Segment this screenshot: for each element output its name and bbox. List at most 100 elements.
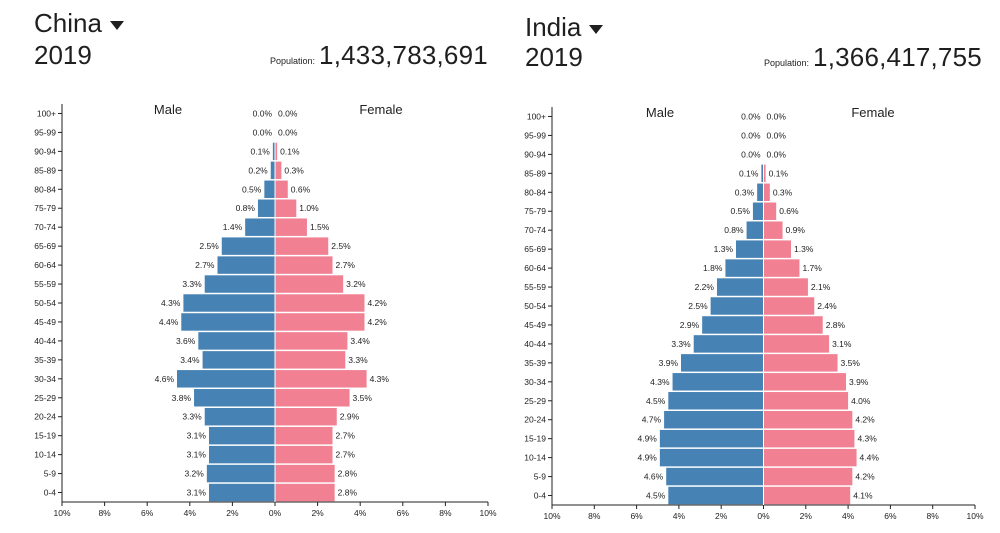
population-value: 1,366,417,755 <box>813 42 982 72</box>
x-tick-label: 8% <box>98 508 111 518</box>
country-name: India <box>525 12 582 42</box>
female-bar <box>275 294 365 312</box>
pyramid-panel-india: India 2019 Population: 1,366,417,755 Mal… <box>500 0 1000 533</box>
male-value-label: 3.6% <box>176 336 196 346</box>
age-group-label: 100+ <box>527 111 546 121</box>
female-value-label: 0.1% <box>280 146 300 156</box>
x-tick-label: 10% <box>53 508 70 518</box>
x-tick-label: 8% <box>439 508 452 518</box>
female-bar <box>763 278 808 296</box>
male-bar <box>664 410 764 429</box>
age-group-label: 50-54 <box>524 301 546 311</box>
female-value-label: 2.7% <box>336 260 356 270</box>
female-value-label: 4.4% <box>860 453 880 463</box>
male-bar <box>757 183 764 202</box>
x-tick-label: 6% <box>630 511 643 521</box>
female-value-label: 1.5% <box>310 222 330 232</box>
male-value-label: 3.1% <box>187 488 207 498</box>
male-value-label: 3.1% <box>187 431 207 441</box>
population-label: Population: <box>764 58 810 68</box>
male-bar <box>183 294 275 312</box>
male-value-label: 0.0% <box>253 108 273 118</box>
male-bar <box>208 445 275 464</box>
female-bar <box>763 259 800 277</box>
age-group-label: 25-29 <box>524 396 546 406</box>
male-value-label: 0.5% <box>242 184 262 194</box>
male-bar <box>270 161 275 180</box>
year-label: 2019 <box>525 42 583 72</box>
male-bar <box>257 199 275 217</box>
female-bar <box>275 275 344 293</box>
female-bar <box>763 429 855 448</box>
female-bar <box>763 240 791 258</box>
female-value-label: 3.3% <box>348 355 368 365</box>
male-value-label: 4.4% <box>159 317 179 327</box>
age-group-label: 5-9 <box>534 472 547 482</box>
x-tick-label: 10% <box>479 508 496 518</box>
male-value-label: 4.5% <box>646 396 666 406</box>
female-bar <box>763 202 777 220</box>
country-selector-china[interactable]: China <box>34 8 124 39</box>
male-value-label: 0.2% <box>248 165 268 175</box>
age-group-label: 80-84 <box>524 187 546 197</box>
male-value-label: 3.4% <box>180 355 200 365</box>
male-value-label: 1.8% <box>703 263 723 273</box>
male-value-label: 0.5% <box>731 206 751 216</box>
female-value-label: 0.3% <box>773 187 793 197</box>
male-header: Male <box>154 102 182 117</box>
male-bar <box>761 164 764 183</box>
female-value-label: 4.2% <box>855 415 875 425</box>
female-value-label: 4.3% <box>857 434 877 444</box>
female-value-label: 2.4% <box>817 301 837 311</box>
female-bar <box>763 297 815 315</box>
female-value-label: 0.6% <box>779 206 799 216</box>
year-label: 2019 <box>34 40 92 70</box>
age-group-label: 70-74 <box>34 222 56 232</box>
female-value-label: 1.7% <box>802 263 822 273</box>
male-bar <box>659 429 764 448</box>
age-group-label: 10-14 <box>34 450 56 460</box>
x-tick-label: 2% <box>311 508 324 518</box>
male-value-label: 1.4% <box>223 222 243 232</box>
female-value-label: 3.5% <box>353 393 373 403</box>
male-bar <box>725 259 764 277</box>
population-value: 1,433,783,691 <box>319 40 488 70</box>
caret-down-icon[interactable] <box>589 25 604 34</box>
male-value-label: 2.7% <box>195 260 215 270</box>
male-value-label: 0.1% <box>739 168 759 178</box>
age-group-label: 85-89 <box>524 168 546 178</box>
country-selector-india[interactable]: India <box>525 12 604 43</box>
female-bar <box>275 256 333 274</box>
caret-down-icon[interactable] <box>109 21 124 30</box>
female-value-label: 2.1% <box>811 282 831 292</box>
age-group-label: 60-64 <box>524 263 546 273</box>
female-bar <box>763 316 823 334</box>
age-group-label: 30-34 <box>34 374 56 384</box>
male-value-label: 3.9% <box>659 358 679 368</box>
female-value-label: 0.6% <box>291 184 311 194</box>
age-group-label: 75-79 <box>524 206 546 216</box>
male-value-label: 4.6% <box>644 472 664 482</box>
male-bar <box>681 354 764 372</box>
country-name: China <box>34 8 102 38</box>
x-tick-label: 10% <box>966 511 983 521</box>
male-value-label: 0.0% <box>741 111 761 121</box>
x-tick-label: 0% <box>757 511 770 521</box>
female-value-label: 2.8% <box>826 320 846 330</box>
male-value-label: 0.3% <box>735 187 755 197</box>
age-group-label: 70-74 <box>524 225 546 235</box>
male-bar <box>672 373 764 391</box>
x-tick-label: 6% <box>141 508 154 518</box>
x-tick-label: 4% <box>184 508 197 518</box>
age-group-label: 40-44 <box>34 336 56 346</box>
population-readout: Population: 1,366,417,755 <box>764 42 982 73</box>
female-value-label: 3.1% <box>832 339 852 349</box>
male-bar <box>702 316 764 334</box>
male-value-label: 4.3% <box>650 377 670 387</box>
age-group-label: 45-49 <box>34 317 56 327</box>
age-group-label: 90-94 <box>524 149 546 159</box>
female-value-label: 0.1% <box>769 168 789 178</box>
female-bar <box>763 410 853 429</box>
female-bar <box>275 464 335 483</box>
male-bar <box>659 448 764 467</box>
